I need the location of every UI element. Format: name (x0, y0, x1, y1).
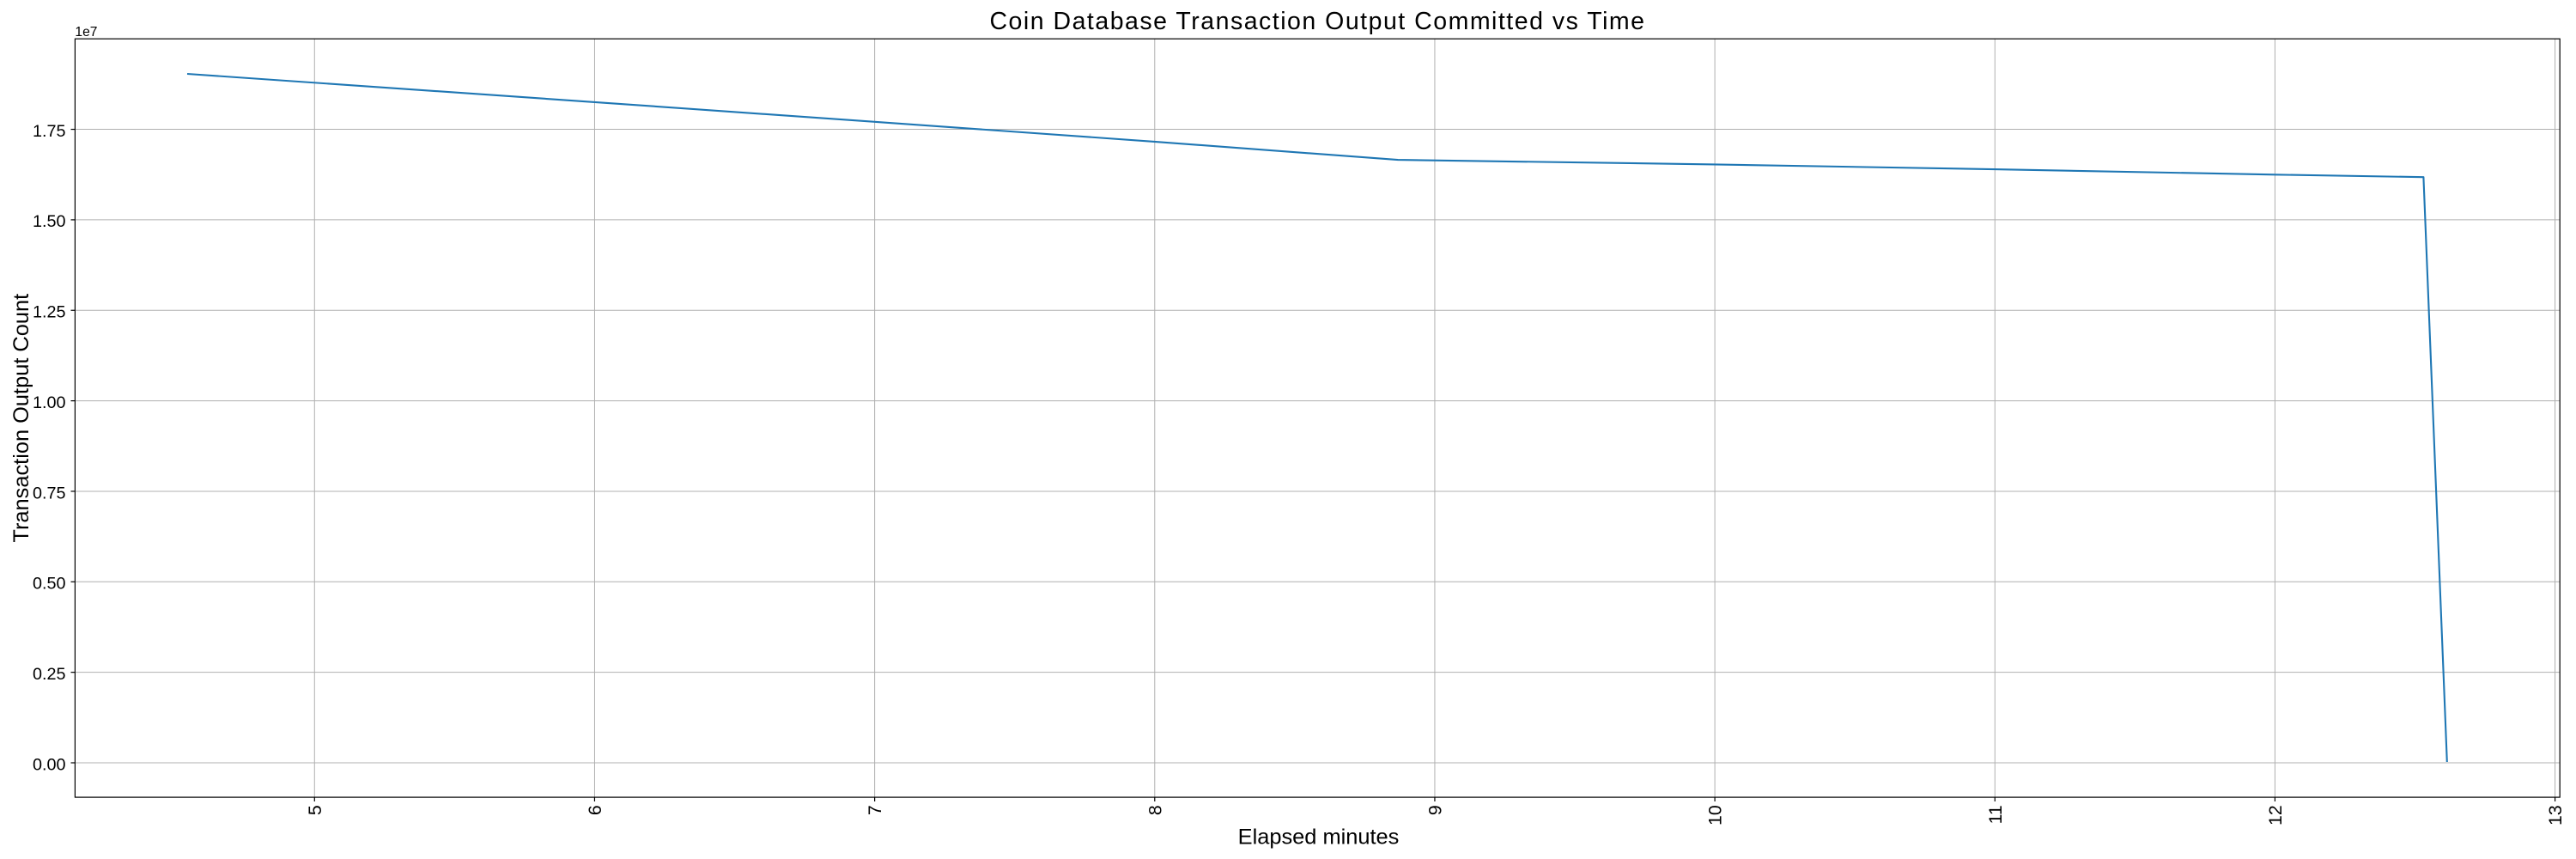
svg-text:Transaction Output Count: Transaction Output Count (9, 294, 33, 543)
svg-text:5: 5 (305, 805, 325, 815)
svg-text:11: 11 (1985, 805, 2006, 824)
svg-text:0.00: 0.00 (33, 755, 66, 774)
svg-text:8: 8 (1145, 805, 1165, 815)
svg-text:Coin Database Transaction Outp: Coin Database Transaction Output Committ… (989, 8, 1645, 35)
svg-text:1.75: 1.75 (33, 122, 66, 141)
svg-text:10: 10 (1705, 805, 1726, 825)
svg-text:13: 13 (2545, 805, 2566, 825)
svg-text:0.75: 0.75 (33, 484, 66, 503)
svg-text:1.25: 1.25 (33, 303, 66, 322)
svg-text:12: 12 (2265, 805, 2286, 825)
svg-text:9: 9 (1425, 805, 1446, 815)
svg-text:6: 6 (585, 805, 605, 815)
svg-text:0.25: 0.25 (33, 665, 66, 684)
svg-text:1.50: 1.50 (33, 212, 66, 231)
svg-text:0.50: 0.50 (33, 575, 66, 594)
svg-text:1.00: 1.00 (33, 393, 66, 412)
svg-text:7: 7 (865, 805, 885, 815)
svg-text:Elapsed minutes: Elapsed minutes (1238, 825, 1400, 850)
svg-text:1e7: 1e7 (75, 25, 97, 40)
